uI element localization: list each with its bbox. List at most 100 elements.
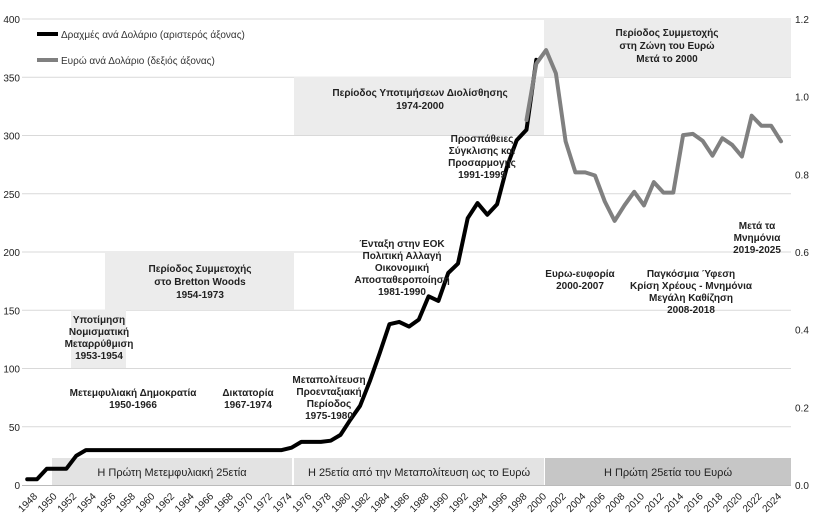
y-left-tick-400: 400 [3, 15, 20, 26]
annotation-5-line-0: Ευρω-ευφορία [545, 269, 615, 280]
y-left-tick-0: 0 [14, 481, 20, 492]
band-label-2-line-2: 1954-1973 [176, 290, 224, 301]
x-tick-1962: 1962 [154, 491, 178, 515]
y-left-tick-200: 200 [3, 248, 20, 259]
y-right-tick-0.2: 0.2 [795, 403, 809, 414]
y-left-tick-50: 50 [9, 423, 21, 434]
x-tick-1952: 1952 [56, 491, 80, 515]
x-tick-1974: 1974 [271, 491, 295, 515]
x-axis-ticks: 1948195019521954195619581960196219641966… [17, 491, 785, 515]
era-bar-label-1: Η 25ετία από την Μεταπολίτευση ως το Ευρ… [308, 467, 531, 479]
x-tick-1994: 1994 [467, 491, 491, 515]
x-tick-2014: 2014 [663, 491, 687, 515]
annotation-2-line-0: Μεταπολίτευση [292, 375, 365, 386]
series-lines [25, 48, 783, 482]
shaded-band-2 [105, 252, 294, 310]
band-label-1-line-2: Μετά το 2000 [636, 54, 698, 65]
annotation-4-line-3: 1991-1999 [458, 170, 506, 181]
band-label-3-line-1: Νομισματική [69, 327, 129, 338]
right-axis-ticks: 0.0 0.2 0.4 0.6 0.8 1.0 1.2 [795, 15, 809, 492]
band-label-2-line-1: στο Bretton Woods [154, 277, 246, 288]
annotation-6-line-3: 2008-2018 [667, 305, 715, 316]
x-tick-1968: 1968 [212, 491, 236, 515]
y-right-tick-1.2: 1.2 [795, 15, 809, 26]
y-right-tick-0.0: 0.0 [795, 481, 809, 492]
band-label-0-line-0: Περίοδος Υποτιμήσεων Διολίσθησης [332, 88, 507, 99]
annotation-3-line-0: Ένταξη στην ΕΟΚ [359, 239, 445, 250]
series-line-0 [25, 57, 539, 482]
y-left-tick-250: 250 [3, 190, 20, 201]
annotation-0-line-0: Μετεμφυλιακή Δημοκρατία [70, 388, 198, 399]
band-label-3-line-3: 1953-1954 [75, 351, 123, 362]
era-bar-2 [545, 458, 791, 485]
x-tick-1986: 1986 [389, 491, 413, 515]
x-tick-1972: 1972 [251, 491, 275, 515]
x-tick-1964: 1964 [173, 491, 197, 515]
annotation-3-line-2: Οικονομική [375, 263, 429, 274]
series-line-1 [524, 48, 783, 223]
x-tick-1954: 1954 [75, 491, 99, 515]
shaded-band-0 [294, 77, 544, 135]
legend-label-1: Ευρώ ανά Δολάριο (δεξιός άξονας) [61, 55, 215, 67]
y-left-tick-350: 350 [3, 73, 20, 84]
y-right-tick-0.6: 0.6 [795, 248, 809, 259]
band-label-2-line-0: Περίοδος Συμμετοχής [149, 264, 252, 275]
y-left-tick-150: 150 [3, 306, 20, 317]
x-tick-2020: 2020 [721, 491, 745, 515]
annotation-5-line-1: 2000-2007 [556, 281, 604, 292]
band-label-0-line-1: 1974-2000 [396, 101, 444, 112]
x-tick-2016: 2016 [682, 491, 706, 515]
annotation-3-line-1: Πολιτική Αλλαγή [362, 251, 441, 262]
y-right-tick-0.8: 0.8 [795, 170, 809, 181]
x-tick-1990: 1990 [428, 491, 452, 515]
x-tick-1998: 1998 [506, 491, 530, 515]
y-right-tick-0.4: 0.4 [795, 326, 809, 337]
band-label-1-line-0: Περίοδος Συμμετοχής [616, 28, 719, 39]
band-label-1-line-1: στη Ζώνη του Ευρώ [619, 41, 715, 52]
era-bars: Η Πρώτη Μετεμφυλιακή 25ετία Η 25ετία από … [52, 458, 791, 485]
annotation-6-line-2: Μεγάλη Καθίζηση [649, 293, 733, 304]
era-bar-1 [294, 458, 544, 485]
annotation-6-line-0: Παγκόσμια Ύφεση [647, 269, 735, 280]
annotation-2-line-1: Προενταξιακή [296, 387, 361, 398]
annotation-7-line-1: Μνημόνια [734, 233, 782, 244]
era-bar-0 [52, 458, 292, 485]
x-tick-2012: 2012 [643, 491, 667, 515]
annotation-3-line-3: Αποσταθεροποίηση [354, 275, 449, 286]
x-tick-1948: 1948 [17, 491, 41, 515]
annotation-2-line-3: 1975-1980 [305, 411, 353, 422]
x-tick-1960: 1960 [134, 491, 158, 515]
x-tick-1982: 1982 [349, 491, 373, 515]
annotation-7-line-2: 2019-2025 [733, 245, 781, 256]
x-tick-1950: 1950 [36, 491, 60, 515]
annotation-1-line-0: Δικτατορία [222, 388, 274, 399]
annotation-2-line-2: Περίοδος [307, 399, 351, 410]
x-tick-1988: 1988 [408, 491, 432, 515]
x-tick-1958: 1958 [114, 491, 138, 515]
x-tick-1992: 1992 [447, 491, 471, 515]
annotation-6-line-1: Κρίση Χρέους - Μνημόνια [630, 281, 753, 292]
x-tick-1966: 1966 [193, 491, 217, 515]
x-tick-1956: 1956 [95, 491, 119, 515]
x-tick-1978: 1978 [310, 491, 334, 515]
x-tick-2006: 2006 [584, 491, 608, 515]
x-tick-2002: 2002 [545, 491, 569, 515]
shaded-band-3 [71, 310, 126, 368]
x-tick-2008: 2008 [604, 491, 628, 515]
era-bar-label-2: Η Πρώτη 25ετία του Ευρώ [604, 467, 732, 479]
y-left-tick-100: 100 [3, 365, 20, 376]
x-tick-1980: 1980 [330, 491, 354, 515]
x-tick-1970: 1970 [232, 491, 256, 515]
x-tick-1976: 1976 [291, 491, 315, 515]
x-tick-2000: 2000 [526, 491, 550, 515]
era-bar-label-0: Η Πρώτη Μετεμφυλιακή 25ετία [97, 467, 247, 479]
x-tick-2024: 2024 [761, 491, 785, 515]
band-label-3-line-0: Υποτίμηση [73, 315, 125, 326]
annotation-1-line-1: 1967-1974 [224, 400, 272, 411]
legend: Δραχμές ανά Δολάριο (αριστερός άξονας) Ευ… [37, 29, 245, 67]
x-tick-2022: 2022 [741, 491, 765, 515]
annotation-7-line-0: Μετά τα [739, 221, 776, 232]
x-tick-1996: 1996 [486, 491, 510, 515]
